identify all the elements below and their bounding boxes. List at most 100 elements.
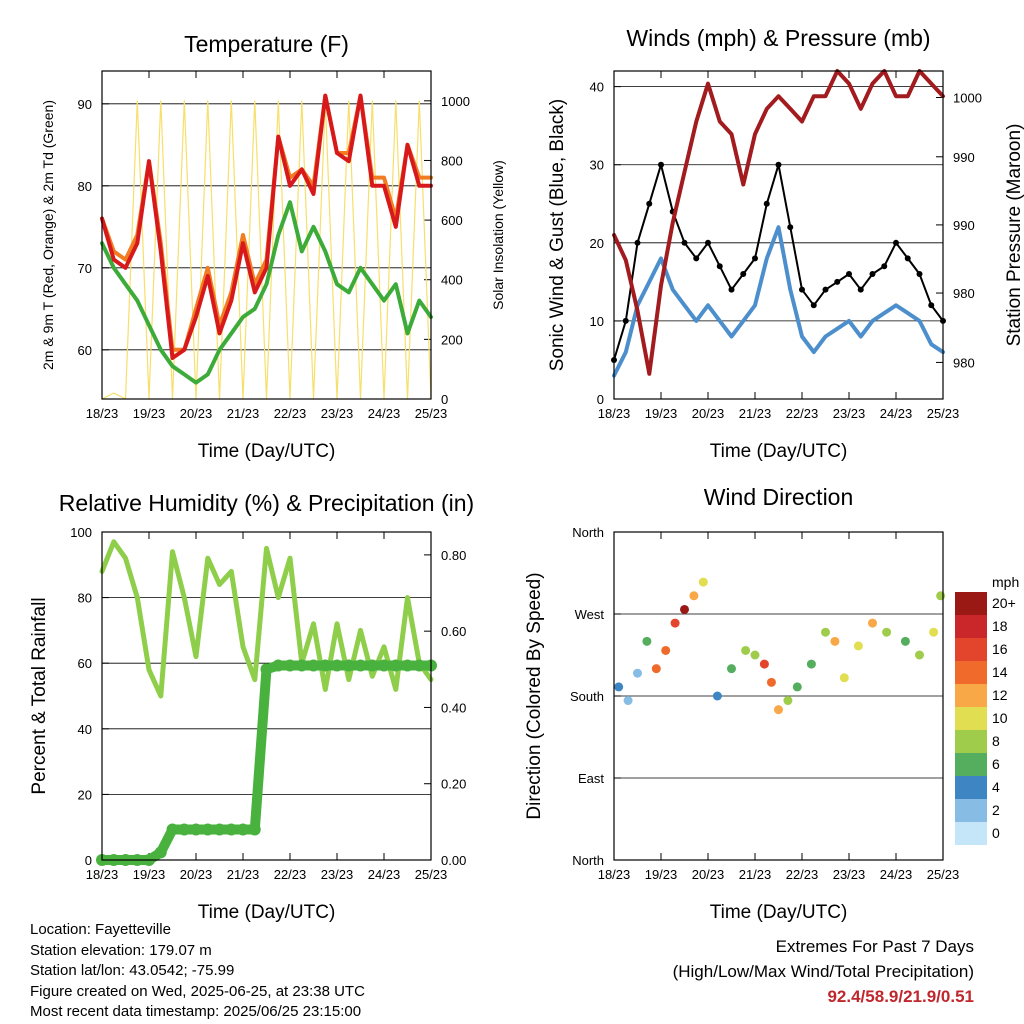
y-tick-label: 60 — [78, 343, 92, 358]
y-axis-label: Sonic Wind & Gust (Blue, Black) — [547, 99, 568, 371]
colorbar-label: 8 — [992, 733, 1000, 749]
x-tick-label: 20/23 — [692, 406, 725, 421]
direction-point — [759, 659, 769, 669]
y-tick-label: East — [578, 771, 604, 786]
colorbar-label: 18 — [992, 618, 1008, 634]
x-tick-label: 22/23 — [274, 867, 307, 882]
x-tick-label: 19/23 — [133, 406, 166, 421]
colorbar-swatch — [955, 730, 987, 753]
x-tick-label: 24/23 — [368, 406, 401, 421]
colorbar-swatch — [955, 615, 987, 638]
colorbar-swatch — [955, 822, 987, 845]
plot-border — [101, 531, 432, 861]
y-right-tick-label: 990 — [953, 150, 975, 165]
extremes-subtitle: (High/Low/Max Wind/Total Precipitation) — [672, 962, 974, 981]
x-tick-label: 19/23 — [645, 867, 678, 882]
y-tick-label: 20 — [590, 236, 604, 251]
y-tick-label: 10 — [590, 314, 604, 329]
wind-line — [612, 225, 945, 378]
x-tick-label: 25/23 — [415, 406, 448, 421]
x-tick-label: 25/23 — [415, 867, 448, 882]
x-tick-label: 18/23 — [86, 867, 119, 882]
direction-point — [623, 696, 633, 706]
x-tick-label: 20/23 — [180, 867, 213, 882]
colorbar-label: 16 — [992, 641, 1008, 657]
y-axis-label: Direction (Colored By Speed) — [524, 572, 545, 819]
direction-point — [727, 664, 736, 674]
colorbar-label: 10 — [992, 710, 1008, 726]
colorbar-label: 4 — [992, 779, 1000, 795]
humidity-chart: Relative Humidity (%) & Precipitation (i… — [29, 490, 474, 923]
x-tick-label: 23/23 — [321, 867, 354, 882]
plot-border — [101, 70, 432, 400]
direction-point — [670, 618, 680, 628]
direction-point — [712, 691, 722, 701]
x-tick-label: 23/23 — [833, 406, 866, 421]
y-right-tick-label: 0.60 — [441, 624, 466, 639]
direction-point — [936, 591, 946, 601]
x-axis-label: Time (Day/UTC) — [198, 902, 336, 923]
y-tick-label: 80 — [78, 591, 92, 606]
direction-point — [750, 650, 760, 660]
x-tick-label: 23/23 — [321, 406, 354, 421]
direction-point — [642, 636, 652, 646]
x-tick-label: 18/23 — [598, 406, 631, 421]
direction-point — [839, 673, 849, 683]
x-axis-label: Time (Day/UTC) — [198, 441, 336, 462]
y-tick-label: 40 — [78, 722, 92, 737]
colorbar-swatch — [955, 592, 987, 615]
y-tick-label: 30 — [590, 158, 604, 173]
wind-direction-chart: Wind Direction 18/23 19/23 20/23 21/23 22/23 2… — [524, 484, 1019, 923]
x-axis-label: Time (Day/UTC) — [710, 902, 848, 923]
direction-point — [821, 627, 830, 637]
direction-point — [853, 641, 863, 651]
extremes-values: 92.4/58.9/21.9/0.51 — [827, 987, 974, 1006]
y-tick-label: North — [572, 853, 604, 868]
direction-point — [929, 627, 939, 637]
y-right-tick-label: 800 — [441, 153, 463, 168]
colorbar-swatch — [955, 638, 987, 661]
direction-point — [806, 659, 816, 669]
colorbar-label: 2 — [992, 802, 1000, 818]
x-tick-label: 24/23 — [880, 867, 913, 882]
gust-line — [613, 163, 944, 361]
y-right-tick-label: 600 — [441, 213, 463, 228]
chart-title: Temperature (F) — [184, 31, 349, 57]
y-axis-label: Percent & Total Rainfall — [29, 597, 50, 794]
direction-point — [689, 591, 699, 601]
station-info: Location: Fayetteville Station elevation… — [30, 920, 365, 1023]
colorbar-swatch — [955, 661, 987, 684]
y-right-tick-label: 0.40 — [441, 700, 466, 715]
x-axis-label: Time (Day/UTC) — [710, 441, 848, 462]
direction-point — [900, 636, 910, 646]
latlon-text: Station lat/lon: 43.0542; -75.99 — [30, 962, 235, 979]
y-right-axis-label: Solar Insolation (Yellow) — [490, 160, 506, 310]
x-tick-label: 21/23 — [227, 867, 260, 882]
y-right-tick-label: 200 — [441, 332, 463, 347]
y-tick-label: South — [570, 689, 604, 704]
colorbar-swatch — [955, 707, 987, 730]
y-right-tick-label: 400 — [441, 273, 463, 288]
direction-point — [868, 618, 877, 628]
x-tick-label: 20/23 — [692, 867, 725, 882]
direction-point — [680, 604, 689, 614]
x-tick-label: 20/23 — [180, 406, 213, 421]
x-tick-label: 25/23 — [927, 867, 960, 882]
y-tick-label: 100 — [70, 525, 92, 540]
plot-border — [613, 531, 944, 861]
colorbar-swatch — [955, 753, 987, 776]
extremes-box: Extremes For Past 7 Days (High/Low/Max W… — [673, 934, 974, 1009]
direction-point — [882, 627, 892, 637]
dewpoint-line — [100, 200, 433, 385]
x-tick-label: 19/23 — [645, 406, 678, 421]
plot-border — [613, 70, 944, 400]
y-right-tick-label: 0.20 — [441, 777, 466, 792]
colorbar-label: 12 — [992, 687, 1008, 703]
y-axis-label: 2m & 9m T (Red, Orange) & 2m Td (Green) — [40, 100, 56, 370]
colorbar-title: mph — [992, 574, 1019, 590]
colorbar-swatch — [955, 776, 987, 799]
created-text: Figure created on Wed, 2025-06-25, at 23… — [30, 982, 365, 1000]
x-tick-label: 22/23 — [274, 406, 307, 421]
x-tick-label: 18/23 — [598, 867, 631, 882]
direction-point — [915, 650, 924, 660]
